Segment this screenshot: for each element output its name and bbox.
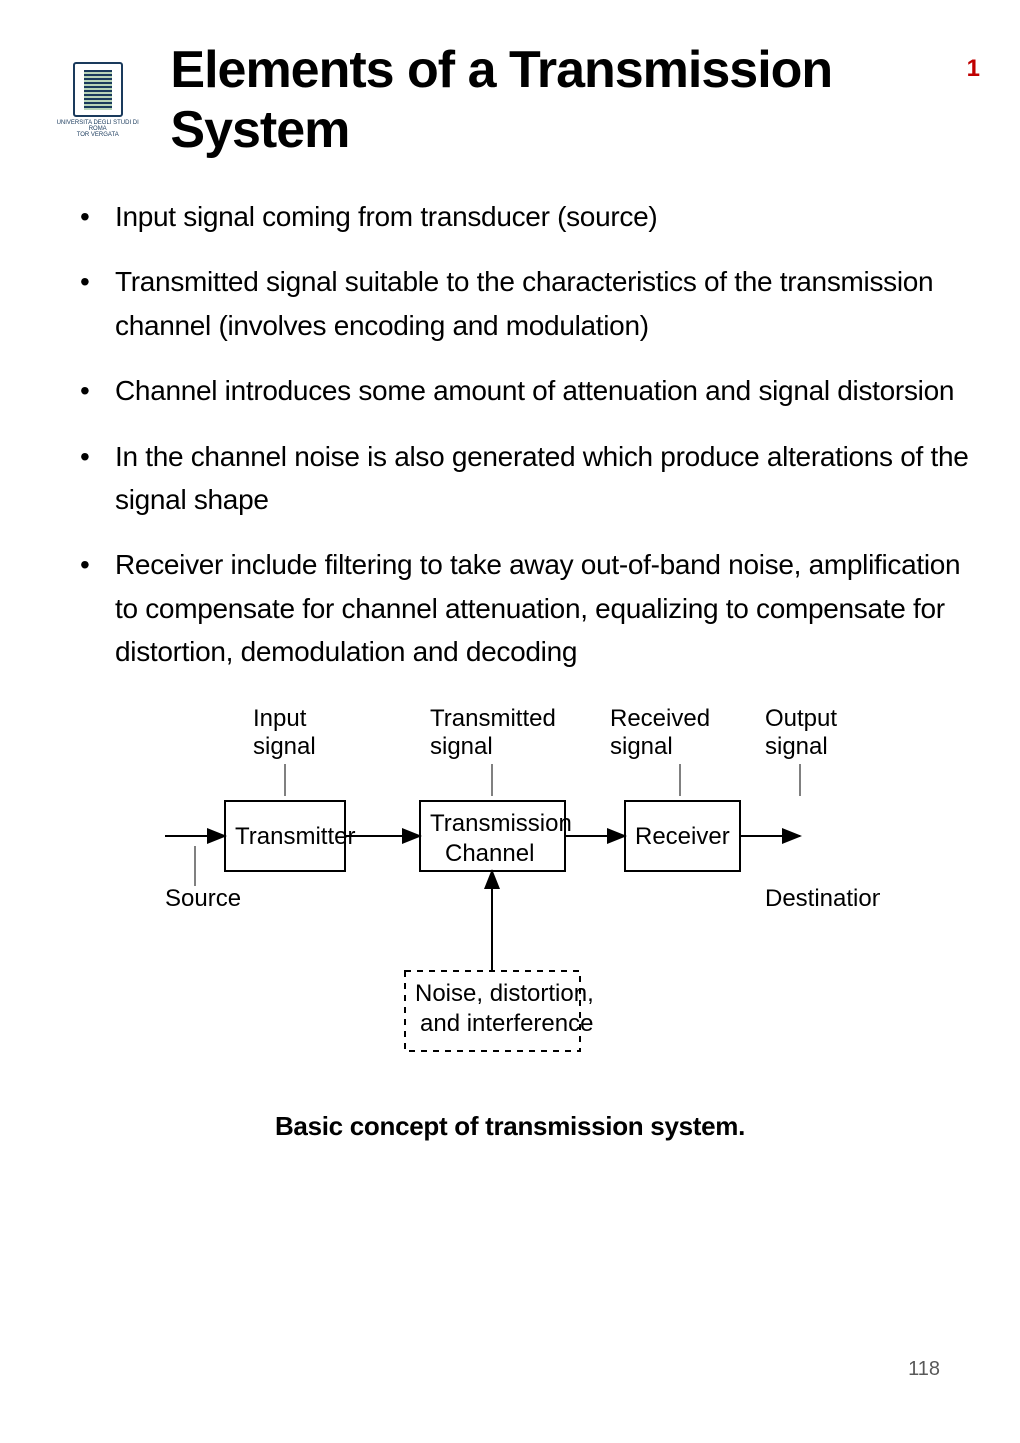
svg-text:signal: signal (765, 733, 828, 760)
diagram-caption: Basic concept of transmission system. (50, 1111, 970, 1142)
svg-text:Source: Source (165, 885, 241, 912)
transmission-diagram: InputsignalTransmittedsignalReceivedsign… (140, 696, 880, 1096)
list-item: Receiver include filtering to take away … (80, 543, 970, 673)
svg-text:Noise, distortion,: Noise, distortion, (415, 980, 594, 1007)
page-number-bottom: 118 (908, 1358, 940, 1381)
diagram: InputsignalTransmittedsignalReceivedsign… (50, 696, 970, 1096)
svg-text:Received: Received (610, 705, 710, 732)
svg-text:Transmitter: Transmitter (235, 823, 355, 850)
logo: UNIVERSITA DEGLI STUDI DI ROMA TOR VERGA… (50, 62, 145, 138)
svg-text:and interference: and interference (420, 1010, 593, 1037)
svg-text:Receiver: Receiver (635, 823, 730, 850)
page-number-top: 1 (967, 55, 980, 83)
list-item: Transmitted signal suitable to the chara… (80, 260, 970, 347)
bullet-list: Input signal coming from transducer (sou… (50, 195, 970, 674)
list-item: Channel introduces some amount of attenu… (80, 369, 970, 412)
svg-text:Transmitted: Transmitted (430, 705, 556, 732)
svg-text:signal: signal (610, 733, 673, 760)
svg-text:Transmission: Transmission (430, 810, 572, 837)
logo-text: UNIVERSITA DEGLI STUDI DI ROMA TOR VERGA… (50, 120, 145, 138)
header: UNIVERSITA DEGLI STUDI DI ROMA TOR VERGA… (50, 40, 970, 160)
svg-text:Input: Input (253, 705, 307, 732)
svg-text:signal: signal (253, 733, 316, 760)
logo-icon (73, 62, 123, 117)
list-item: Input signal coming from transducer (sou… (80, 195, 970, 238)
svg-text:signal: signal (430, 733, 493, 760)
svg-text:Channel: Channel (445, 840, 534, 867)
page-title: Elements of a Transmission System (170, 40, 970, 160)
logo-inner (84, 70, 112, 110)
svg-text:Destination: Destination (765, 885, 880, 912)
svg-text:Output: Output (765, 705, 837, 732)
list-item: In the channel noise is also generated w… (80, 435, 970, 522)
